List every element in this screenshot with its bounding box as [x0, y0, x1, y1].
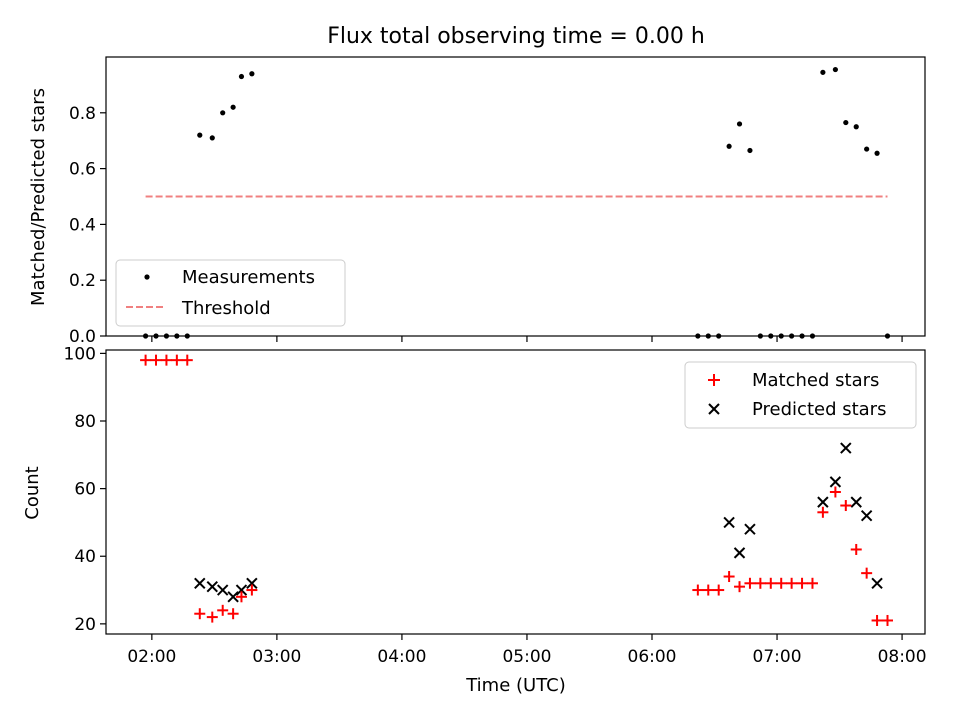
bottom-y-axis-label: Count [22, 466, 43, 519]
predicted-stars-point [871, 577, 883, 589]
matched-stars-point [171, 354, 183, 366]
top-y-tick-label: 0.0 [69, 327, 96, 347]
matched-stars-point [786, 577, 798, 589]
chart-title: Flux total observing time = 0.00 h [327, 24, 705, 49]
predicted-stars-point [246, 577, 258, 589]
bottom-x-tick-label: 05:00 [502, 647, 551, 667]
matched-stars-point [235, 591, 247, 603]
measurement-point [220, 110, 226, 116]
bottom-y-tick-label: 40 [74, 547, 96, 567]
matched-stars-point [227, 608, 239, 620]
predicted-stars-point [817, 496, 829, 508]
matched-stars-point [246, 584, 258, 596]
top-y-tick-label: 0.8 [69, 104, 96, 124]
top-legend-box [115, 259, 346, 327]
top-panel: 0.00.20.40.60.8 Matched/Predicted stars … [28, 56, 926, 347]
legend-predicted-label: Predicted stars [752, 399, 886, 420]
bottom-x-tick-label: 04:00 [377, 647, 426, 667]
bottom-y-tick-label: 80 [74, 412, 96, 432]
matched-stars-point [871, 614, 883, 626]
top-legend: Measurements Threshold [115, 259, 346, 327]
legend-matched-label: Matched stars [752, 370, 879, 391]
predicted-stars-point [723, 516, 735, 529]
matched-stars-point [840, 500, 852, 512]
top-y-tick-label: 0.4 [69, 215, 96, 235]
bottom-legend: Matched stars Predicted stars [684, 361, 917, 429]
matched-stars-point [713, 584, 725, 596]
predicted-stars-point [216, 584, 229, 596]
matched-stars-point [160, 354, 172, 366]
bottom-y-tick-label: 100 [64, 344, 96, 364]
matched-stars-point [723, 571, 735, 583]
measurement-point [726, 143, 732, 149]
top-y-axis-label: Matched/Predicted stars [28, 88, 49, 306]
measurement-point [736, 121, 743, 127]
measurement-point [209, 135, 215, 141]
matched-stars-point [150, 354, 162, 366]
measurement-point [230, 104, 236, 110]
legend-matched-marker [708, 374, 720, 386]
matched-stars-point [702, 584, 714, 596]
matched-stars-point [206, 611, 218, 623]
matched-stars-point [181, 354, 193, 366]
matched-stars-point [796, 577, 808, 589]
measurement-point [820, 69, 826, 75]
measurement-point [853, 124, 859, 130]
matched-stars-point [806, 577, 818, 589]
matched-stars-point [829, 486, 841, 498]
legend-measurements-label: Measurements [182, 267, 315, 288]
bottom-x-tick-label: 02:00 [127, 647, 176, 667]
matched-stars-point [765, 577, 777, 589]
top-y-tick-label: 0.6 [69, 160, 96, 180]
matched-stars-point [217, 604, 229, 616]
bottom-y-tick-label: 20 [74, 615, 96, 635]
legend-predicted-marker [708, 403, 720, 415]
measurement-point [249, 71, 255, 77]
matched-stars-point [734, 581, 746, 593]
predicted-stars-point [840, 442, 852, 454]
matched-stars-point [754, 577, 766, 589]
matched-stars-point [775, 577, 787, 589]
matched-stars-point [817, 506, 829, 518]
matched-stars-point [850, 543, 862, 555]
matched-stars-point [140, 354, 152, 366]
bottom-x-tick-label: 08:00 [878, 647, 927, 667]
measurement-point [832, 66, 838, 73]
predicted-stars-point [860, 509, 873, 522]
bottom-x-tick-label: 07:00 [753, 647, 802, 667]
predicted-stars-point [733, 547, 746, 559]
matched-stars-point [744, 577, 756, 589]
x-axis-label: Time (UTC) [465, 675, 566, 696]
bottom-y-tick-label: 60 [74, 480, 96, 500]
bottom-x-tick-label: 06:00 [628, 647, 677, 667]
top-plot-frame [105, 56, 926, 337]
measurement-point [874, 150, 880, 156]
predicted-stars-point [744, 523, 756, 535]
predicted-stars-point [829, 476, 842, 488]
bottom-panel: 20 40 60 80 100 02:00 03:00 04:00 05:00 06:00 07:0… [22, 344, 927, 696]
matched-stars-point [692, 584, 704, 596]
measurement-point [197, 132, 203, 138]
predicted-stars-point [206, 580, 218, 593]
matched-stars-point [861, 567, 873, 579]
matched-stars-point [881, 614, 893, 626]
measurement-point [747, 147, 753, 154]
predicted-stars-point [194, 577, 206, 589]
top-y-tick-label: 0.2 [69, 271, 96, 291]
predicted-stars-point [235, 584, 248, 596]
predicted-stars-point [850, 496, 862, 508]
bottom-x-tick-label: 03:00 [252, 647, 301, 667]
measurement-point [864, 146, 870, 152]
legend-measurements-marker [144, 274, 150, 280]
bottom-legend-box [684, 361, 917, 429]
predicted-stars-point [227, 591, 239, 603]
matched-stars-point [194, 608, 206, 620]
legend-threshold-label: Threshold [181, 298, 271, 319]
measurement-point [843, 119, 849, 126]
bottom-plot-frame [105, 349, 926, 635]
measurement-point [238, 73, 245, 80]
